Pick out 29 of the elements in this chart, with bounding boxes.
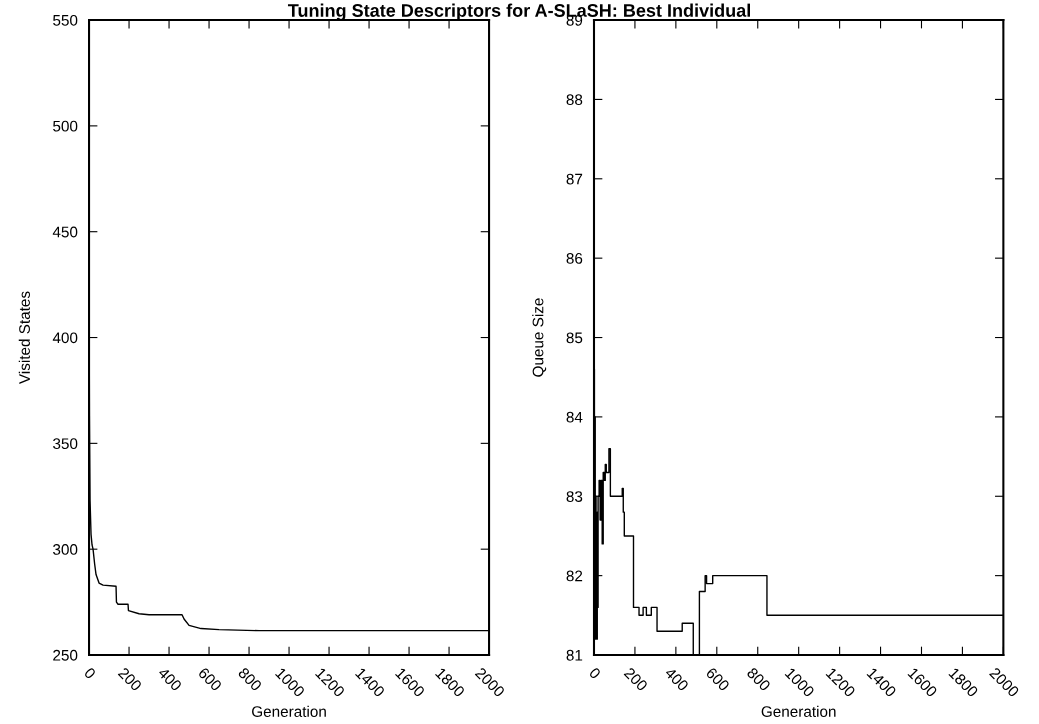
y-tick-label: 81 [566, 649, 583, 661]
y-tick-label: 500 [53, 120, 78, 132]
y-tick-label: 88 [566, 94, 583, 106]
x-tick-label: 0 [83, 666, 97, 680]
x-tick-label: 400 [157, 666, 183, 692]
y-tick-label: 350 [53, 438, 78, 450]
x-tick-label: 600 [197, 666, 223, 692]
y-tick-label: 300 [53, 544, 78, 555]
y-tick-label: 450 [52, 226, 78, 238]
y-axis-title: Visited States [18, 291, 30, 385]
y-tick-label: 85 [566, 332, 583, 344]
y-tick-label: 550 [53, 14, 78, 26]
y-tick-label: 84 [566, 411, 583, 423]
y-tick-label: 83 [566, 491, 583, 502]
y-axis-title: Queue Size [532, 298, 547, 377]
x-tick-label: 200 [117, 666, 143, 692]
x-tick-label: 200 [623, 666, 649, 692]
y-tick-label: 400 [52, 332, 78, 344]
x-tick-label: 400 [664, 666, 690, 692]
x-axis-title: Generation [252, 705, 326, 717]
x-tick-label: 600 [705, 666, 731, 692]
y-tick-label: 87 [566, 173, 583, 185]
x-axis-title: Generation [761, 705, 836, 717]
x-tick-label: 0 [588, 666, 602, 680]
x-tick-label: 800 [746, 666, 772, 692]
x-tick-label: 800 [237, 666, 263, 692]
y-tick-label: 82 [566, 570, 583, 582]
y-tick-label: 86 [566, 253, 583, 264]
y-tick-label: 250 [53, 649, 78, 661]
